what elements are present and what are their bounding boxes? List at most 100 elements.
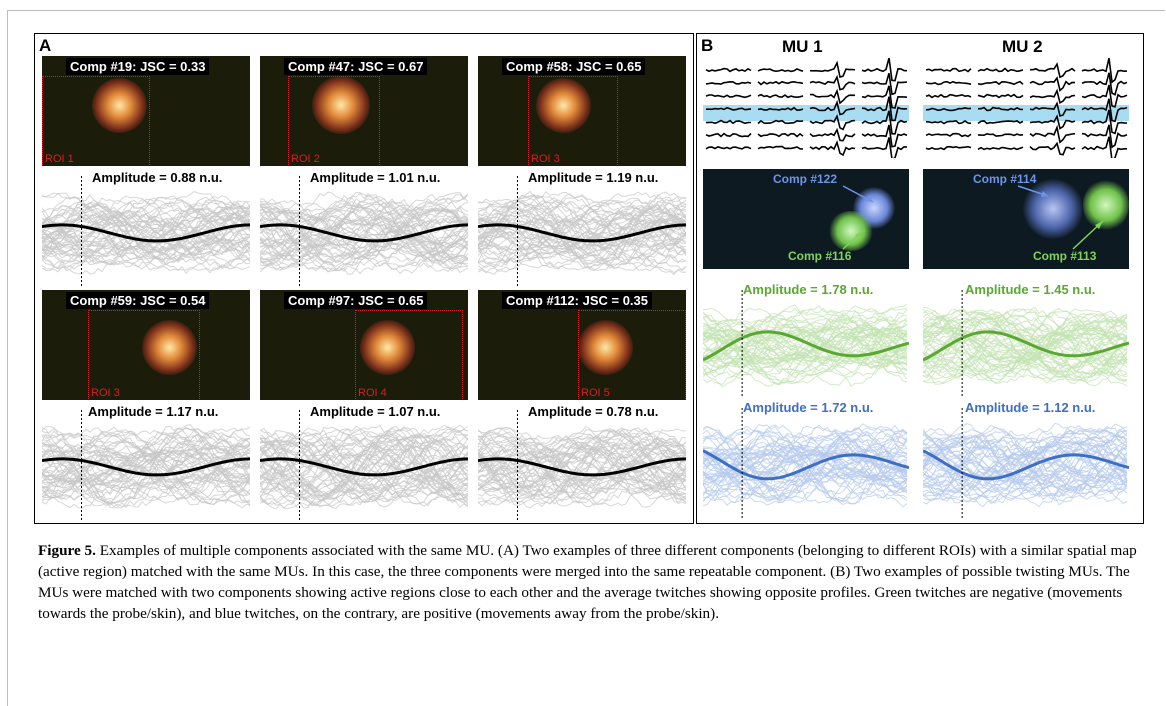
twitch-trial-trace xyxy=(703,431,908,500)
emg-channel-trace xyxy=(925,145,972,151)
panel-b-letter: B xyxy=(701,36,714,55)
twitch-trial-trace xyxy=(923,322,1128,370)
emg-channel-trace xyxy=(809,127,856,142)
emg-channel-trace xyxy=(1029,88,1076,105)
ultrasound-map: Comp #122 Comp #116 xyxy=(703,169,909,269)
twitch-trial-trace xyxy=(703,429,908,500)
twitch-trial-trace xyxy=(923,435,1128,496)
component-label: Comp #112: JSC = 0.35 xyxy=(502,292,652,309)
twitch-trial-trace xyxy=(260,218,468,246)
emg-channel-trace xyxy=(977,146,1024,151)
highlight-band xyxy=(703,105,909,121)
twitch-trial-trace xyxy=(703,303,908,385)
twitch-trial-trace xyxy=(260,200,468,266)
twitch-trial-trace xyxy=(478,442,686,492)
twitch-trial-trace xyxy=(478,453,686,480)
twitch-trial-trace xyxy=(260,425,468,509)
component-tag-blue: Comp #122 xyxy=(773,172,838,186)
twitch-trial-trace xyxy=(260,192,468,273)
twitch-traces-blue xyxy=(923,408,1129,518)
twitch-trial-trace xyxy=(703,323,908,369)
panel-a-letter: A xyxy=(39,36,52,55)
twitch-trial-trace xyxy=(478,430,686,504)
twitch-trial-trace xyxy=(703,423,908,506)
twitch-traces xyxy=(478,176,686,286)
emg-channel-trace xyxy=(757,106,804,112)
emg-channel-trace xyxy=(977,132,1024,137)
average-twitch xyxy=(42,457,250,477)
twitch-trial-trace xyxy=(42,425,250,509)
twitch-trial-trace xyxy=(703,425,908,503)
emg-channel-trace xyxy=(1081,136,1127,158)
twitch-trial-trace xyxy=(42,192,250,271)
twitch-trial-trace xyxy=(703,450,908,480)
highlight-band xyxy=(923,105,1129,121)
emg-channel-trace xyxy=(1029,114,1076,130)
emg-channel-trace xyxy=(861,72,908,96)
average-twitch xyxy=(42,223,250,243)
twitch-trial-trace xyxy=(923,428,1128,504)
twitch-trial-trace xyxy=(478,433,686,500)
emg-channel-trace xyxy=(925,80,972,86)
twitch-trial-trace xyxy=(478,193,686,272)
twitch-trial-trace xyxy=(478,430,686,504)
twitch-trial-trace xyxy=(703,424,908,508)
emg-channel-trace xyxy=(757,93,804,99)
twitch-trial-trace xyxy=(478,429,686,506)
twitch-trial-trace xyxy=(478,191,686,276)
twitch-trial-trace xyxy=(478,434,686,499)
twitch-trial-trace xyxy=(478,438,686,498)
twitch-trial-trace xyxy=(923,436,1128,494)
roi-box: ROI 4 xyxy=(355,310,463,400)
twitch-trial-trace xyxy=(703,442,908,487)
emg-channel-trace xyxy=(705,94,752,99)
roi-label: ROI 4 xyxy=(358,387,387,399)
twitch-trial-trace xyxy=(42,432,250,502)
twitch-trial-trace xyxy=(478,195,686,274)
twitch-trial-trace xyxy=(478,201,686,265)
pointer-arrows xyxy=(842,185,874,250)
twitch-trial-trace xyxy=(703,329,908,364)
component-label: Comp #58: JSC = 0.65 xyxy=(502,58,646,75)
emg-channel-trace xyxy=(809,114,856,131)
twitch-traces-green xyxy=(923,290,1129,398)
twitch-trial-trace xyxy=(260,198,468,268)
twitch-trial-trace xyxy=(703,444,908,489)
twitch-trial-trace xyxy=(923,320,1128,371)
twitch-trial-trace xyxy=(260,215,468,254)
twitch-traces-blue xyxy=(703,408,909,518)
emg-channel-trace xyxy=(705,146,752,150)
twitch-trial-trace xyxy=(260,205,468,260)
twitch-trial-trace xyxy=(478,440,686,494)
average-twitch xyxy=(923,330,1129,362)
twitch-trial-trace xyxy=(260,438,468,494)
twitch-trial-trace xyxy=(260,424,468,510)
twitch-trial-trace xyxy=(703,319,908,372)
emg-channel-trace xyxy=(757,67,804,73)
amplitude-label: Amplitude = 1.07 n.u. xyxy=(310,404,441,419)
emg-channel-trace xyxy=(925,106,972,112)
mu-title: MU 1 xyxy=(782,37,823,56)
component-label: Comp #97: JSC = 0.65 xyxy=(284,292,428,309)
roi-label: ROI 1 xyxy=(45,153,74,165)
emg-channel-trace xyxy=(1081,98,1128,123)
twitch-trial-trace xyxy=(478,453,686,481)
twitch-trial-trace xyxy=(703,436,908,494)
twitch-trial-trace xyxy=(260,431,468,504)
emg-channel-trace xyxy=(1029,101,1076,117)
twitch-trial-trace xyxy=(42,215,250,251)
panel-b: B MU 1 MU 2 Comp #122 Comp #116 Comp #11… xyxy=(696,33,1144,524)
twitch-trial-trace xyxy=(260,196,468,270)
component-label: Comp #47: JSC = 0.67 xyxy=(284,58,428,75)
twitch-trial-trace xyxy=(703,323,908,368)
twitch-trial-trace xyxy=(703,445,908,485)
twitch-trial-trace xyxy=(260,445,468,490)
twitch-trial-trace xyxy=(260,191,468,274)
average-twitch xyxy=(703,449,909,481)
twitch-trial-trace xyxy=(42,427,250,509)
roi-box: ROI 2 xyxy=(288,76,380,166)
roi-label: ROI 3 xyxy=(91,387,120,399)
emg-channel-trace xyxy=(809,140,856,157)
emg-channel-trace xyxy=(861,110,908,135)
emg-channel-trace xyxy=(757,80,804,86)
